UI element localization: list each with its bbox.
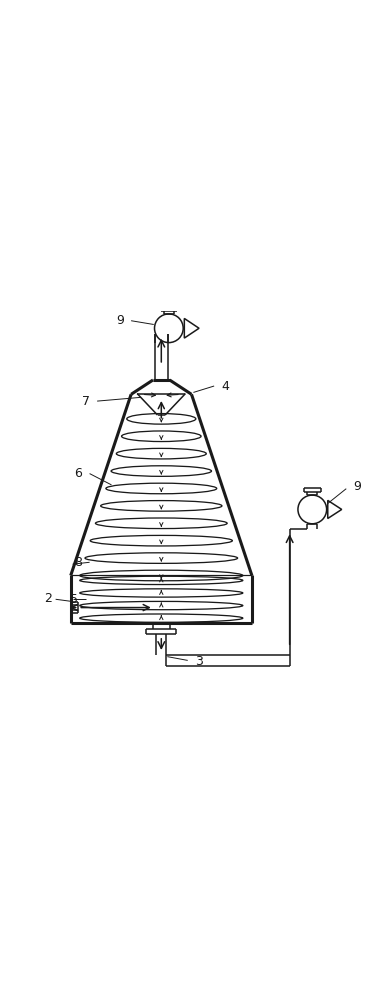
Text: 2: 2 bbox=[44, 592, 52, 605]
Text: 9: 9 bbox=[354, 480, 362, 493]
Text: 5: 5 bbox=[70, 593, 79, 606]
Text: 6: 6 bbox=[74, 467, 82, 480]
Text: 7: 7 bbox=[82, 395, 90, 408]
Text: 3: 3 bbox=[195, 655, 203, 668]
Text: 4: 4 bbox=[221, 380, 229, 393]
Text: 9: 9 bbox=[116, 314, 124, 327]
Text: 8: 8 bbox=[74, 556, 82, 569]
